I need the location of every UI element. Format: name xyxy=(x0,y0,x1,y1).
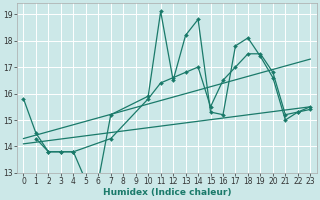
X-axis label: Humidex (Indice chaleur): Humidex (Indice chaleur) xyxy=(103,188,231,197)
